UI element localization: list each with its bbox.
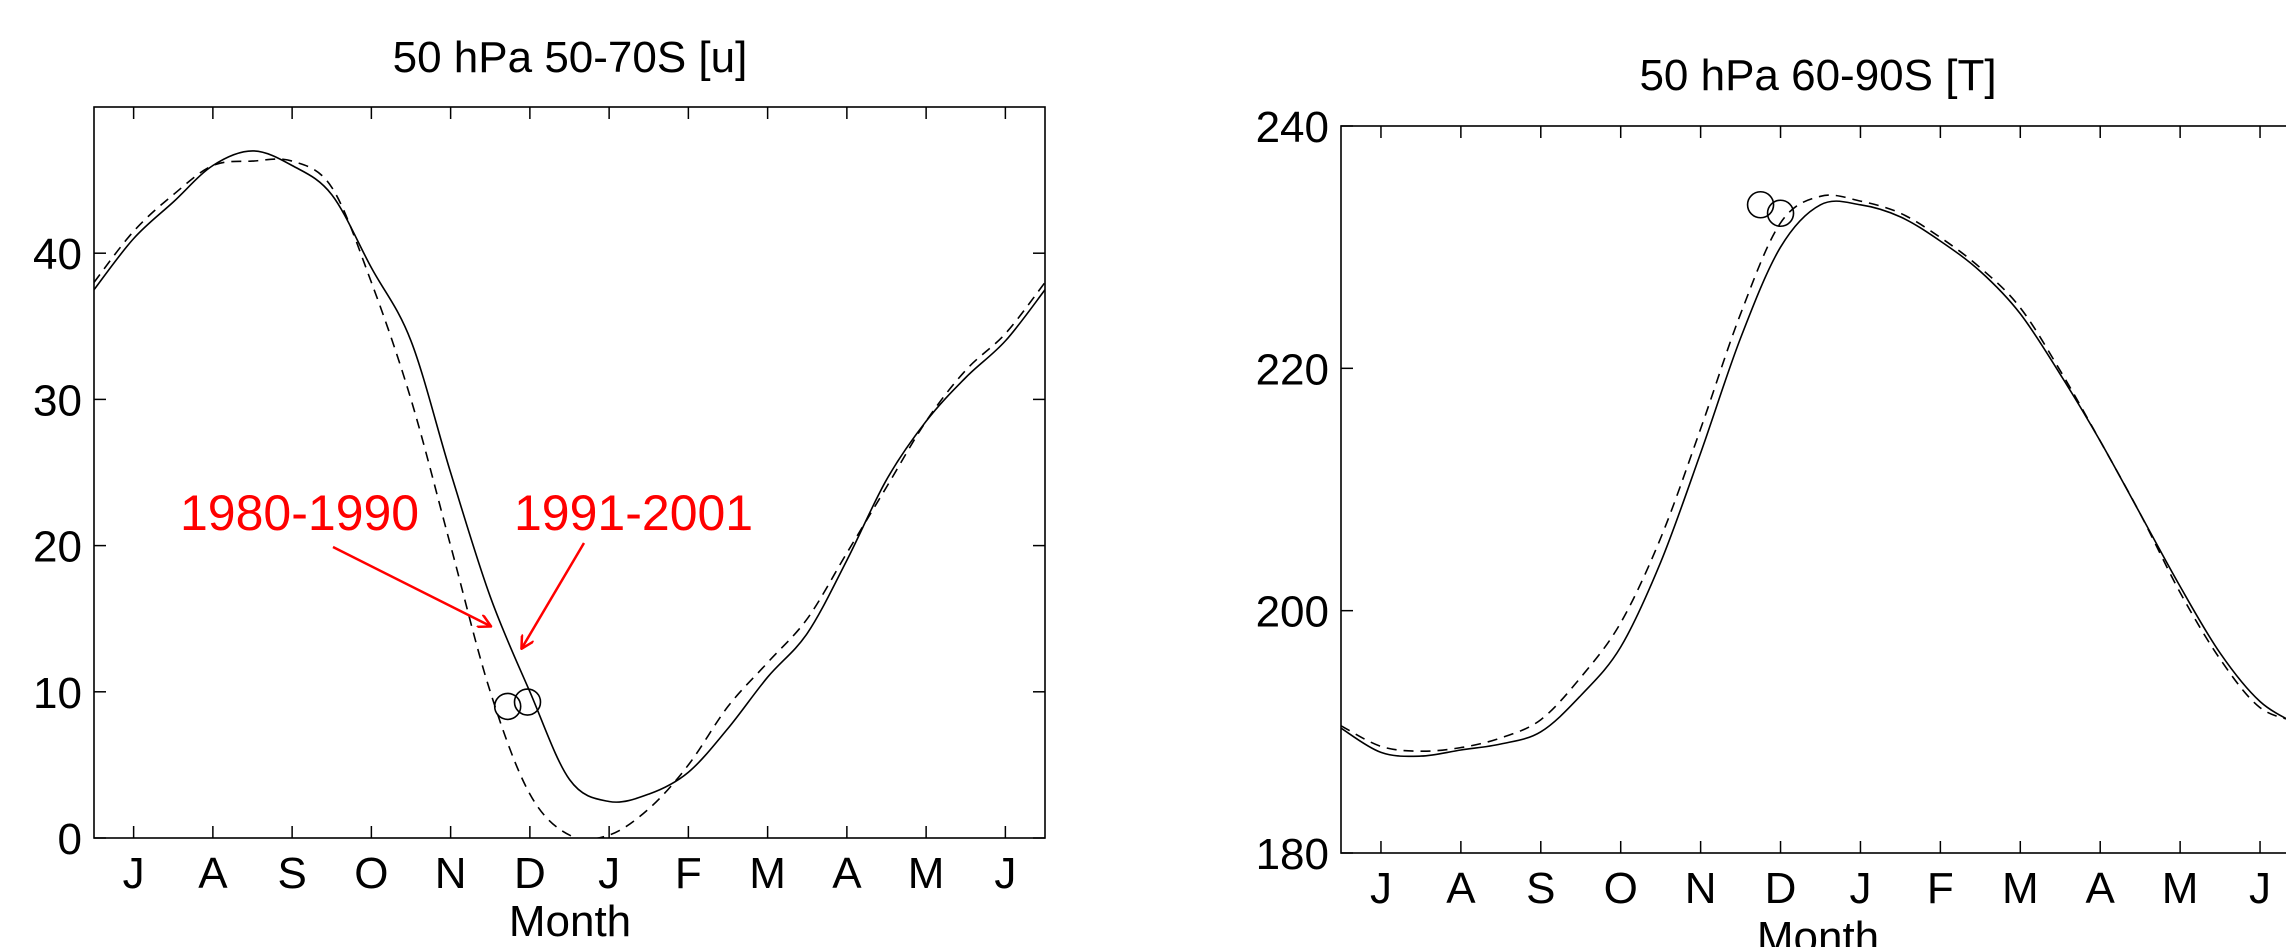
x-tick-label: M: [2002, 864, 2039, 913]
marker-circle: [513, 688, 542, 716]
marker-circle: [493, 692, 522, 721]
x-tick-label: J: [598, 849, 620, 898]
marker-circle: [1746, 190, 1775, 219]
marker-circle: [1766, 199, 1795, 228]
series-line-1980-1990: [94, 158, 1045, 838]
x-tick-label: D: [514, 849, 546, 898]
annotation-1991-2001: 1991-2001: [514, 485, 753, 648]
x-tick-label: N: [1685, 864, 1717, 913]
series-group: [1341, 194, 2286, 758]
x-tick-label: J: [994, 849, 1016, 898]
x-tick-label: M: [908, 849, 945, 898]
y-tick-label: 220: [1256, 345, 1329, 394]
x-tick-label: M: [749, 849, 786, 898]
series-line-1991-2001: [94, 150, 1045, 803]
chart-title: 50 hPa 50-70S [u]: [393, 33, 748, 82]
x-tick-label: A: [2086, 864, 2116, 913]
chart-left: 50 hPa 50-70S [u] Month J A S O N D J F M A M J0102…: [33, 33, 1046, 946]
series-group: [94, 150, 1045, 838]
x-tick-label: J: [1370, 864, 1392, 913]
annotation-label-1980-1990: 1980-1990: [180, 485, 419, 541]
x-axis-label: Month: [1757, 913, 1879, 947]
x-tick-label: A: [198, 849, 228, 898]
annotation-label-1991-2001: 1991-2001: [514, 485, 753, 541]
x-tick-label: J: [123, 849, 145, 898]
y-tick-label: 30: [33, 376, 82, 425]
y-tick-label: 0: [58, 815, 82, 864]
x-tick-label: S: [277, 849, 306, 898]
y-tick-label: 240: [1256, 103, 1329, 152]
annotation-arrow-1980-1990: [332, 545, 490, 626]
x-tick-label: D: [1765, 864, 1797, 913]
series-line-1991-2001: [1341, 200, 2286, 758]
y-tick-label: 10: [33, 669, 82, 718]
x-tick-label: J: [2249, 864, 2271, 913]
y-tick-label: 180: [1256, 830, 1329, 879]
axes-frame: [1340, 125, 2286, 854]
x-tick-label: J: [1849, 864, 1871, 913]
annotation-arrow-1991-2001: [522, 542, 586, 648]
y-tick-label: 40: [33, 230, 82, 279]
y-tick-label: 200: [1256, 588, 1329, 637]
x-tick-label: M: [2162, 864, 2199, 913]
y-tick-label: 20: [33, 523, 82, 572]
annotation-1980-1990: 1980-1990: [180, 485, 490, 626]
x-axis-label: Month: [509, 897, 631, 946]
x-tick-label: F: [675, 849, 702, 898]
x-tick-label: O: [354, 849, 388, 898]
chart-right: 50 hPa 60-90S [T] Month J A S O N D J F M A M J1802…: [1256, 51, 2286, 952]
x-tick-label: N: [435, 849, 467, 898]
x-tick-label: S: [1526, 864, 1555, 913]
x-tick-label: O: [1604, 864, 1638, 913]
x-tick-label: A: [1446, 864, 1476, 913]
x-tick-label: A: [832, 849, 862, 898]
chart-title: 50 hPa 60-90S [T]: [1639, 51, 1996, 100]
series-line-1980-1990: [1341, 194, 2286, 753]
axes-frame: [93, 106, 1046, 839]
x-tick-label: F: [1927, 864, 1954, 913]
